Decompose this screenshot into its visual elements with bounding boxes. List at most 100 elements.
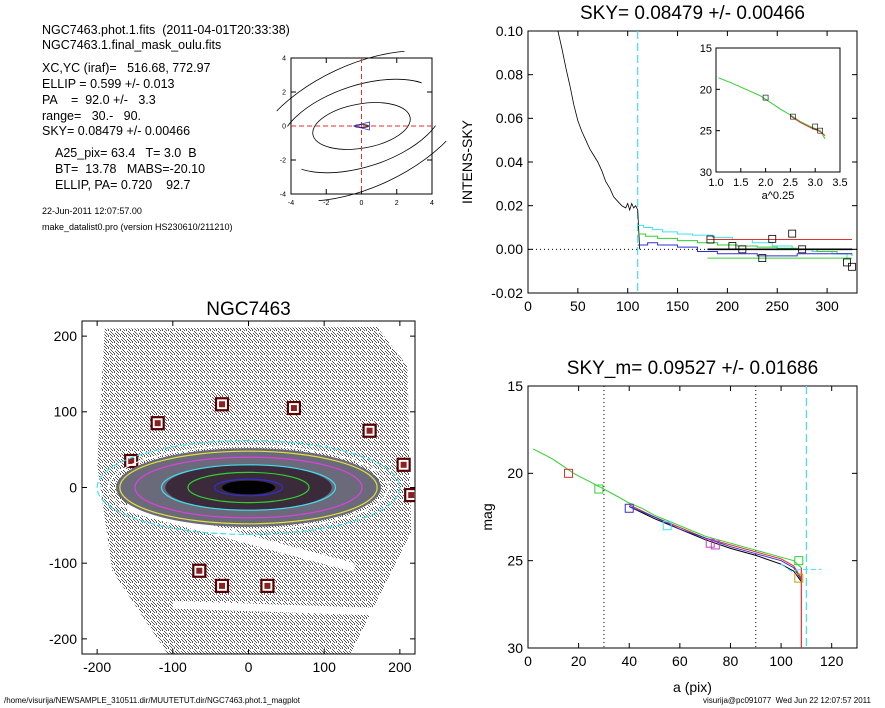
mag-marker bbox=[794, 556, 804, 566]
galaxy-ellipse-cyan bbox=[96, 439, 401, 536]
sky-xtick-label: 50 bbox=[570, 298, 586, 314]
contour-ytick-label: -4 bbox=[280, 191, 286, 198]
galaxy-ellipse-green bbox=[187, 471, 310, 504]
mag-ytick-label: 15 bbox=[507, 378, 523, 394]
contour-xtick-label: 0 bbox=[360, 200, 364, 207]
mag-xtick-label: 80 bbox=[723, 653, 739, 669]
sky-ytick-label: 0.08 bbox=[496, 67, 523, 83]
sky-ytick-label: 0.04 bbox=[496, 154, 523, 170]
sky-marker bbox=[843, 258, 851, 267]
inset-series-red bbox=[790, 115, 826, 136]
sky-xtick-label: 150 bbox=[666, 298, 690, 314]
image-xtick-label: -200 bbox=[83, 659, 111, 675]
mag-series-green bbox=[532, 448, 802, 569]
mag-xtick-label: 100 bbox=[769, 653, 793, 669]
galaxy-ellipse-yellow bbox=[119, 450, 378, 525]
contour-ytick-label: 0 bbox=[282, 123, 286, 130]
galaxy-nucleus bbox=[222, 480, 275, 495]
sky-xtick-label: 250 bbox=[766, 298, 790, 314]
mag-marker bbox=[705, 538, 715, 548]
mag-marker bbox=[624, 503, 634, 513]
inset-xtick-label: 3.5 bbox=[832, 177, 847, 189]
mag-series-blue bbox=[629, 506, 802, 581]
info-ellip-pa: ELLIP, PA= 0.720 92.7 bbox=[55, 178, 191, 192]
sky-ytick-label: 0.10 bbox=[496, 23, 523, 39]
footer-path: /home/visurija/NEWSAMPLE_310511.dir/MUUT… bbox=[4, 696, 300, 705]
info-file: NGC7463.phot.1.fits (2011-04-01T20:33:38… bbox=[42, 23, 290, 37]
inset-ytick-label: 25 bbox=[700, 126, 712, 138]
image-xtick-label: -100 bbox=[159, 659, 187, 675]
inset-xtick-label: 3.0 bbox=[808, 177, 823, 189]
sky-ytick-label: 0.00 bbox=[496, 241, 523, 257]
sky-marker bbox=[788, 229, 797, 238]
mag-marker bbox=[563, 468, 573, 478]
inset-marker bbox=[762, 94, 769, 101]
image-xtick-label: 0 bbox=[245, 659, 253, 675]
image-ytick-label: 200 bbox=[54, 328, 78, 344]
mag-title: SKY_m= 0.09527 +/- 0.01686 bbox=[567, 358, 818, 379]
footer-user: visurija@pc091077 Wed Jun 22 12:07:57 20… bbox=[703, 696, 871, 705]
info-ellip: ELLIP = 0.599 +/- 0.013 bbox=[42, 77, 175, 91]
image-star bbox=[408, 492, 415, 499]
sky-series-blue bbox=[637, 242, 853, 257]
sky-ylabel: INTENS-SKY bbox=[459, 119, 475, 204]
info-pa: PA = 92.0 +/- 3.3 bbox=[42, 93, 156, 107]
mag-xtick-label: 120 bbox=[820, 653, 844, 669]
image-star bbox=[366, 427, 373, 434]
image-field bbox=[96, 327, 415, 654]
contour-xtick-label: -2 bbox=[323, 200, 329, 207]
sky-marker bbox=[706, 235, 715, 244]
mag-xlabel: a (pix) bbox=[673, 679, 712, 695]
sky-xtick-label: 100 bbox=[616, 298, 640, 314]
galaxy-ellipse-black bbox=[232, 483, 265, 492]
image-star bbox=[400, 461, 407, 468]
mag-ytick-label: 25 bbox=[507, 553, 523, 569]
sky-marker bbox=[848, 262, 856, 271]
mag-frame bbox=[527, 385, 858, 649]
sky-series-green bbox=[637, 233, 853, 256]
sky-series-black bbox=[557, 30, 641, 250]
contour-xtick-label: 4 bbox=[430, 200, 434, 207]
image-ytick-label: 100 bbox=[54, 404, 78, 420]
contour-ytick-label: 4 bbox=[282, 55, 286, 62]
galaxy-ellipse-blue bbox=[213, 478, 284, 497]
mag-xtick-label: 60 bbox=[672, 653, 688, 669]
sky-title: SKY= 0.08479 +/- 0.00466 bbox=[580, 3, 805, 24]
contour-center-marker bbox=[353, 121, 370, 131]
image-star bbox=[196, 567, 203, 574]
info-bt: BT= 13.78 MABS=-20.10 bbox=[55, 162, 206, 176]
sky-ytick-label: 0.06 bbox=[496, 110, 523, 126]
sky-marker bbox=[758, 254, 767, 262]
mag-xtick-label: 20 bbox=[571, 653, 587, 669]
inset-xtick-label: 1.5 bbox=[733, 177, 748, 189]
inset-marker bbox=[817, 127, 823, 134]
info-program: make_datalist0.pro (version HS230610/211… bbox=[42, 222, 233, 232]
inset-frame bbox=[715, 47, 841, 173]
inset-ytick-label: 30 bbox=[700, 167, 712, 179]
inset-xlabel: a^0.25 bbox=[762, 190, 795, 202]
info-a25: A25_pix= 63.4 T= 3.0 B bbox=[55, 146, 197, 160]
contour-ytick-label: 2 bbox=[282, 89, 286, 96]
inset-marker bbox=[790, 113, 796, 120]
contour-xtick-label: -4 bbox=[288, 200, 294, 207]
inset-ytick-label: 20 bbox=[700, 84, 712, 96]
inset-xtick-label: 2.5 bbox=[783, 177, 798, 189]
sky-xtick-label: 200 bbox=[716, 298, 740, 314]
mag-series-cyan bbox=[780, 563, 822, 572]
sky-ytick-label: -0.02 bbox=[491, 285, 523, 301]
mag-xtick-label: 0 bbox=[524, 653, 532, 669]
image-star bbox=[264, 582, 271, 589]
inset-xtick-label: 2.0 bbox=[758, 177, 773, 189]
image-title: NGC7463 bbox=[206, 299, 291, 320]
inset-marker bbox=[812, 123, 819, 130]
mag-marker bbox=[710, 540, 720, 550]
mag-ytick-label: 20 bbox=[507, 465, 523, 481]
mag-marker bbox=[594, 484, 604, 494]
inset-xtick-label: 1.0 bbox=[708, 177, 723, 189]
inset-series-green bbox=[718, 77, 826, 140]
image-ytick-label: 0 bbox=[69, 479, 77, 495]
mag-marker bbox=[662, 521, 672, 531]
sky-marker bbox=[768, 234, 777, 243]
image-ytick-label: -100 bbox=[49, 555, 77, 571]
